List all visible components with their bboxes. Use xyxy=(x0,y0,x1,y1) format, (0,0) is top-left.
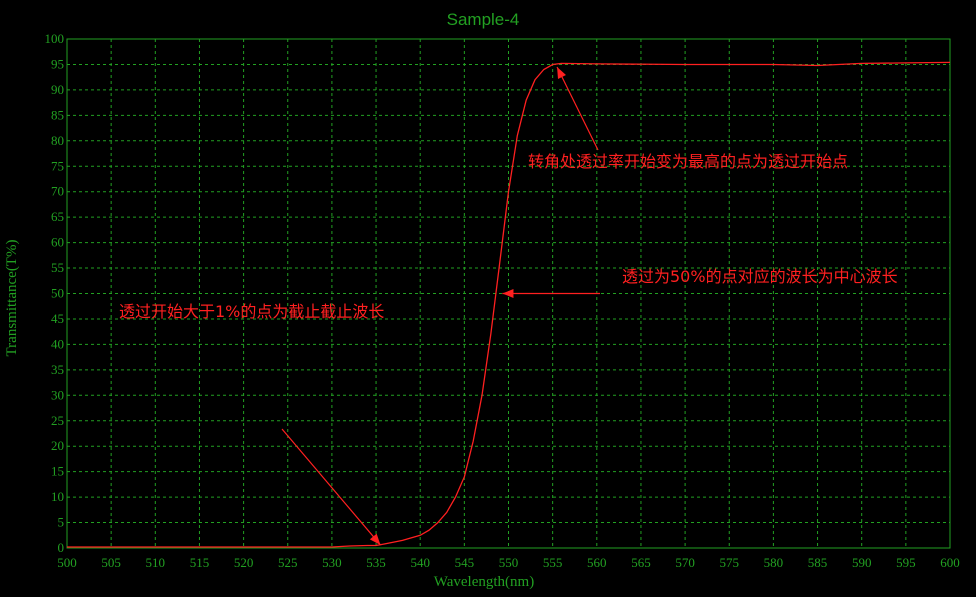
y-tick-label: 80 xyxy=(51,133,64,148)
plot-frame xyxy=(66,38,951,549)
x-tick-label: 545 xyxy=(455,555,475,570)
y-tick-label: 20 xyxy=(51,438,64,453)
x-tick-label: 515 xyxy=(190,555,210,570)
x-tick-label: 575 xyxy=(720,555,740,570)
arrowhead-center-wavelength xyxy=(502,289,514,298)
x-tick-label: 580 xyxy=(764,555,784,570)
x-tick-label: 590 xyxy=(852,555,872,570)
annotation-cutoff-wavelength: 透过开始大于1%的点为截止截止波长 xyxy=(119,302,384,321)
arrow-corner-point xyxy=(556,66,599,151)
x-axis-label: Wavelength(nm) xyxy=(434,574,534,590)
x-tick-label: 585 xyxy=(808,555,828,570)
y-tick-label: 30 xyxy=(51,387,64,402)
y-tick-label: 45 xyxy=(51,311,64,326)
y-tick-label: 70 xyxy=(51,184,64,199)
y-tick-label: 15 xyxy=(51,464,64,479)
x-tick-label: 570 xyxy=(675,555,695,570)
y-tick-label: 65 xyxy=(51,209,64,224)
x-axis-ticks: 500 505 510 515 520 525 530 535 540 545 550 555 560 5… xyxy=(57,555,960,570)
y-tick-label: 85 xyxy=(51,107,64,122)
x-tick-label: 540 xyxy=(410,555,430,570)
y-tick-label: 100 xyxy=(45,31,65,46)
y-tick-label: 90 xyxy=(51,82,64,97)
chart-title: Sample-4 xyxy=(447,10,520,29)
x-tick-label: 500 xyxy=(57,555,77,570)
arrowhead-corner-point xyxy=(557,66,566,79)
x-tick-label: 520 xyxy=(234,555,254,570)
y-tick-label: 25 xyxy=(51,413,64,428)
y-tick-label: 5 xyxy=(58,515,65,530)
y-axis-label: Transmittance(T%) xyxy=(4,240,20,357)
annotation-corner-point: 转角处透过率开始变为最高的点为透过开始点 xyxy=(528,152,848,171)
arrow-cutoff-wavelength xyxy=(281,428,381,546)
x-tick-label: 560 xyxy=(587,555,607,570)
x-tick-label: 535 xyxy=(366,555,386,570)
annotations-layer: 转角处透过率开始变为最高的点为透过开始点 透过为50%的点对应的波长为中心波长 … xyxy=(119,66,898,546)
arrowhead-cutoff-wavelength xyxy=(369,533,381,545)
x-tick-label: 555 xyxy=(543,555,563,570)
y-tick-label: 75 xyxy=(51,158,64,173)
x-tick-label: 565 xyxy=(631,555,651,570)
x-tick-label: 505 xyxy=(101,555,121,570)
y-tick-label: 95 xyxy=(51,56,64,71)
x-tick-label: 510 xyxy=(146,555,166,570)
series-line xyxy=(67,61,951,548)
y-tick-label: 10 xyxy=(51,489,64,504)
y-tick-label: 50 xyxy=(51,286,64,301)
y-tick-label: 60 xyxy=(51,235,64,250)
x-tick-label: 525 xyxy=(278,555,298,570)
y-tick-label: 0 xyxy=(58,540,65,555)
x-tick-label: 530 xyxy=(322,555,342,570)
chart-grid xyxy=(67,39,950,548)
x-tick-label: 550 xyxy=(499,555,519,570)
y-tick-label: 55 xyxy=(51,260,64,275)
y-tick-label: 35 xyxy=(51,362,64,377)
annotation-center-wavelength: 透过为50%的点对应的波长为中心波长 xyxy=(622,267,898,286)
y-axis-ticks: 0 5 10 15 20 25 30 35 40 45 50 55 60 65 70 75 80 85 90 95 10… xyxy=(45,31,65,555)
x-tick-label: 600 xyxy=(940,555,960,570)
x-tick-label: 595 xyxy=(896,555,916,570)
y-tick-label: 40 xyxy=(51,336,64,351)
series-layer xyxy=(67,61,951,548)
